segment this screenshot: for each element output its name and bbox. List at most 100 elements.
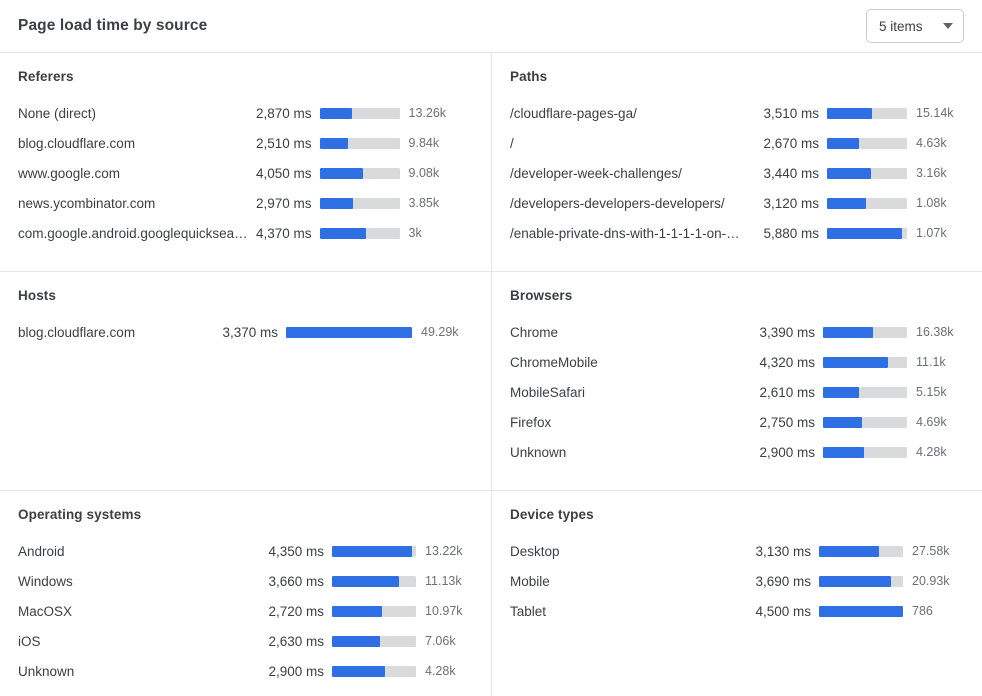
row-count: 4.28k [425, 664, 456, 678]
table-row[interactable]: / 2,670 ms 4.63k [510, 128, 964, 158]
rows-hosts: blog.cloudflare.com 3,370 ms 49.29k [18, 317, 473, 347]
row-load-time: 3,120 ms [763, 195, 819, 211]
bar-track [319, 227, 400, 239]
table-row[interactable]: MobileSafari 2,610 ms 5.15k [510, 377, 964, 407]
rows-referers: None (direct) 2,870 ms 13.26k blog.cloudfla… [18, 98, 473, 248]
row-load-time: 2,870 ms [256, 105, 312, 121]
table-row[interactable]: Android 4,350 ms 13.22k [18, 536, 473, 566]
panel-operating-systems: Operating systems Android 4,350 ms 13.22k W… [0, 491, 491, 696]
panel-device-types: Device types Desktop 3,130 ms 27.58k Mobile… [491, 491, 982, 696]
row-count: 1.08k [916, 196, 947, 210]
bar-fill [332, 665, 385, 677]
table-row[interactable]: /enable-private-dns-with-1-1-1-1-on-… 5,8… [510, 218, 964, 248]
row-label: blog.cloudflare.com [18, 324, 136, 340]
row-load-time: 2,900 ms [268, 663, 324, 679]
bar-track [823, 386, 907, 398]
row-count: 4.69k [916, 415, 947, 429]
table-row[interactable]: Windows 3,660 ms 11.13k [18, 566, 473, 596]
table-row[interactable]: Unknown 2,900 ms 4.28k [18, 656, 473, 686]
row-load-time: 3,660 ms [268, 573, 324, 589]
row-load-time: 3,130 ms [755, 543, 811, 559]
bar-fill [819, 575, 892, 587]
row-label: Android [18, 543, 65, 559]
row-label: Mobile [510, 573, 550, 589]
table-row[interactable]: Firefox 2,750 ms 4.69k [510, 407, 964, 437]
bar-track [827, 197, 907, 209]
row-label: iOS [18, 633, 41, 649]
row-label: /cloudflare-pages-ga/ [510, 105, 637, 121]
row-load-time: 4,350 ms [268, 543, 324, 559]
row-load-time: 2,750 ms [759, 414, 815, 430]
row-count: 3.16k [916, 166, 947, 180]
table-row[interactable]: MacOSX 2,720 ms 10.97k [18, 596, 473, 626]
items-count-select[interactable]: 5 items [866, 9, 964, 43]
bar-track [319, 137, 400, 149]
bar-fill [823, 386, 860, 398]
row-label: blog.cloudflare.com [18, 135, 136, 151]
bar-track [319, 107, 400, 119]
table-row[interactable]: Unknown 2,900 ms 4.28k [510, 437, 964, 467]
bar-track [823, 416, 907, 428]
rows-device-types: Desktop 3,130 ms 27.58k Mobile 3,690 ms 20.93… [510, 536, 964, 626]
bar-fill [332, 635, 380, 647]
row-label: MacOSX [18, 603, 73, 619]
bar-track [286, 326, 412, 338]
bar-fill [319, 107, 353, 119]
row-label: Chrome [510, 324, 559, 340]
table-row[interactable]: iOS 2,630 ms 7.06k [18, 626, 473, 656]
bar-track [819, 545, 903, 557]
rows-operating-systems: Android 4,350 ms 13.22k Windows 3,660 ms 11.1… [18, 536, 473, 686]
row-count: 10.97k [425, 604, 463, 618]
row-load-time: 4,050 ms [256, 165, 312, 181]
row-load-time: 2,970 ms [256, 195, 312, 211]
bar-track [827, 167, 907, 179]
row-load-time: 3,510 ms [763, 105, 819, 121]
table-row[interactable]: /developer-week-challenges/3,440 ms 3.16k [510, 158, 964, 188]
table-row[interactable]: blog.cloudflare.com 3,370 ms 49.29k [18, 317, 473, 347]
table-row[interactable]: /cloudflare-pages-ga/3,510 ms 15.14k [510, 98, 964, 128]
bar-fill [827, 107, 872, 119]
table-row[interactable]: Chrome 3,390 ms 16.38k [510, 317, 964, 347]
bar-fill [319, 197, 354, 209]
row-load-time: 3,390 ms [759, 324, 815, 340]
chevron-down-icon [943, 23, 953, 29]
table-row[interactable]: www.google.com 4,050 ms 9.08k [18, 158, 473, 188]
table-row[interactable]: com.google.android.googlequicksearc… 4,37… [18, 218, 473, 248]
row-load-time: 4,370 ms [256, 225, 312, 241]
panel-band-3: Operating systems Android 4,350 ms 13.22k W… [0, 490, 982, 696]
table-row[interactable]: Mobile 3,690 ms 20.93k [510, 566, 964, 596]
bar-track [823, 446, 907, 458]
bar-fill [823, 356, 888, 368]
panel-hosts: Hosts blog.cloudflare.com 3,370 ms 49.29k [0, 272, 491, 490]
bar-fill [827, 227, 903, 239]
widget-header: Page load time by source 5 items [0, 0, 982, 52]
row-label: Desktop [510, 543, 560, 559]
row-count: 11.13k [425, 574, 462, 588]
bar-track [332, 665, 416, 677]
table-row[interactable]: news.ycombinator.com 2,970 ms 3.85k [18, 188, 473, 218]
bar-fill [819, 545, 880, 557]
bar-track [827, 137, 907, 149]
panel-band-1: Referers None (direct) 2,870 ms 13.26k blog… [0, 53, 982, 271]
table-row[interactable]: None (direct) 2,870 ms 13.26k [18, 98, 473, 128]
panel-band-2: Hosts blog.cloudflare.com 3,370 ms 49.29k … [0, 271, 982, 490]
row-label: / [510, 135, 514, 151]
table-row[interactable]: ChromeMobile 4,320 ms 11.1k [510, 347, 964, 377]
panel-paths: Paths /cloudflare-pages-ga/3,510 ms 15.14… [491, 53, 982, 271]
rows-browsers: Chrome 3,390 ms 16.38k ChromeMobile 4,320 ms… [510, 317, 964, 467]
table-row[interactable]: Desktop 3,130 ms 27.58k [510, 536, 964, 566]
bar-track [827, 107, 907, 119]
row-load-time: 2,630 ms [268, 633, 324, 649]
table-row[interactable]: /developers-developers-developers/3,120 … [510, 188, 964, 218]
table-row[interactable]: blog.cloudflare.com 2,510 ms 9.84k [18, 128, 473, 158]
bar-fill [286, 326, 412, 338]
row-count: 11.1k [916, 355, 946, 369]
row-count: 16.38k [916, 325, 954, 339]
row-load-time: 5,880 ms [763, 225, 819, 241]
table-row[interactable]: Tablet 4,500 ms 786 [510, 596, 964, 626]
row-label: /enable-private-dns-with-1-1-1-1-on-… [510, 225, 740, 241]
bar-fill [827, 137, 859, 149]
bar-track [823, 356, 907, 368]
bar-track [332, 545, 416, 557]
row-load-time: 2,720 ms [268, 603, 324, 619]
